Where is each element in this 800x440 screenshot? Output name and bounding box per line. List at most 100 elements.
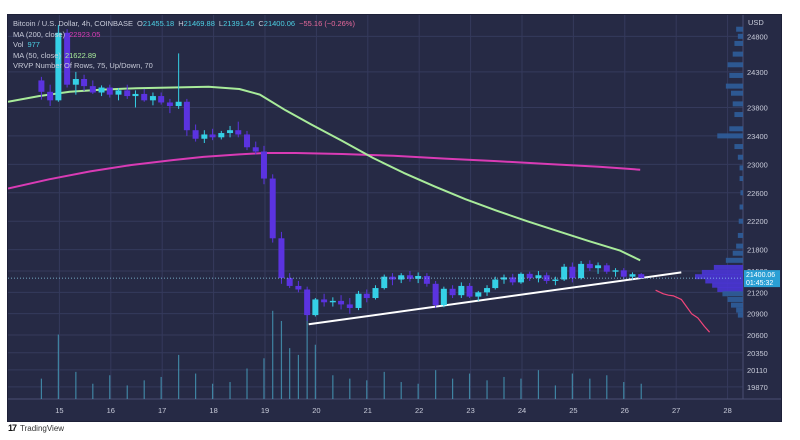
candle-63[interactable] <box>578 263 585 279</box>
y-tick-label-10: 20900 <box>747 310 768 319</box>
candle-38[interactable] <box>363 293 370 299</box>
candle-30[interactable] <box>295 285 302 290</box>
candle-18[interactable] <box>192 130 199 139</box>
candle-62[interactable] <box>569 266 576 279</box>
volume-bar-2 <box>75 371 77 399</box>
candle-45[interactable] <box>423 275 430 284</box>
candle-67[interactable] <box>612 270 619 272</box>
y-tick-label-6: 22200 <box>747 217 768 226</box>
candle-40[interactable] <box>381 276 388 289</box>
series-line-projection[interactable] <box>655 289 711 333</box>
legend-ma200-row[interactable]: MA (200, close) 22923.05 <box>13 30 355 41</box>
legend-vol-row[interactable]: Vol 977 <box>13 40 355 51</box>
candle-1[interactable] <box>47 91 54 101</box>
candle-21[interactable] <box>218 133 225 138</box>
candle-2[interactable] <box>55 32 62 101</box>
volume-bar-15 <box>280 320 283 399</box>
candle-19[interactable] <box>201 134 208 139</box>
vol-label: Vol <box>13 40 24 50</box>
candle-12[interactable] <box>141 93 148 101</box>
price-chart[interactable]: 24800 24300 23800 23400 23000 22600 22200 21800… <box>8 15 781 421</box>
candle-26[interactable] <box>260 151 267 179</box>
symbol-label[interactable]: Bitcoin / U.S. Dollar, 4h, COINBASE <box>13 19 134 28</box>
volume-bar-35 <box>589 378 591 399</box>
candle-37[interactable] <box>355 293 362 308</box>
candle-66[interactable] <box>603 265 610 272</box>
series-line-trendline[interactable] <box>308 271 682 326</box>
candle-36[interactable] <box>346 304 353 308</box>
candle-16[interactable] <box>175 101 182 107</box>
candle-0[interactable] <box>38 80 45 92</box>
last-price-tag[interactable] <box>744 270 780 288</box>
candle-27[interactable] <box>269 178 276 239</box>
candle-43[interactable] <box>406 275 413 279</box>
candle-35[interactable] <box>338 300 345 305</box>
candle-32[interactable] <box>312 299 319 316</box>
candle-25[interactable] <box>252 147 259 152</box>
candle-57[interactable] <box>526 273 533 279</box>
candle-20[interactable] <box>209 134 216 138</box>
candle-56[interactable] <box>517 273 524 283</box>
candle-59[interactable] <box>543 275 550 281</box>
candle-60[interactable] <box>552 279 559 281</box>
high-value: 21469.88 <box>183 19 215 28</box>
candle-68[interactable] <box>620 270 627 277</box>
candle-9[interactable] <box>115 90 122 95</box>
candle-28[interactable] <box>278 238 285 279</box>
candle-44[interactable] <box>415 275 422 279</box>
legend-vrvp-row[interactable]: VRVP Number Of Rows, 75, Up/Down, 70 <box>13 61 355 72</box>
volume-bar-16 <box>289 348 291 399</box>
candle-39[interactable] <box>372 288 379 299</box>
vrvp-bar-21 <box>732 250 743 256</box>
legend-ma50-row[interactable]: MA (50, close) 21622.89 <box>13 51 355 62</box>
candle-29[interactable] <box>286 278 293 286</box>
high-label: H <box>178 19 184 28</box>
series-line-ma-50-close-[interactable] <box>8 85 641 262</box>
candle-11[interactable] <box>132 93 139 97</box>
candle-69[interactable] <box>629 274 636 277</box>
candle-24[interactable] <box>244 134 251 148</box>
candle-10[interactable] <box>124 90 131 97</box>
candle-48[interactable] <box>449 288 456 296</box>
vrvp-bar-25 <box>695 274 743 280</box>
candle-23[interactable] <box>235 130 242 135</box>
candle-13[interactable] <box>149 96 156 101</box>
candle-5[interactable] <box>81 79 88 87</box>
candle-4[interactable] <box>72 79 79 85</box>
candle-7[interactable] <box>98 87 105 93</box>
candle-15[interactable] <box>166 102 173 107</box>
candle-3[interactable] <box>64 32 71 85</box>
candle-61[interactable] <box>561 266 568 280</box>
x-tick-label-7: 22 <box>415 406 423 415</box>
candle-47[interactable] <box>440 288 447 306</box>
candle-55[interactable] <box>509 277 516 283</box>
candle-64[interactable] <box>586 263 593 269</box>
candle-49[interactable] <box>458 285 465 296</box>
vrvp-bar-16 <box>740 190 743 196</box>
candle-17[interactable] <box>183 101 190 131</box>
volume-bar-6 <box>143 380 145 399</box>
candle-8[interactable] <box>106 87 113 95</box>
candle-65[interactable] <box>595 265 602 269</box>
series-line-ma-200-close-[interactable] <box>8 152 641 190</box>
candle-14[interactable] <box>158 96 165 103</box>
chart-panel[interactable]: 24800 24300 23800 23400 23000 22600 22200 21800… <box>7 14 782 422</box>
candle-53[interactable] <box>492 279 499 289</box>
candle-58[interactable] <box>535 275 542 279</box>
volume-bar-9 <box>195 373 197 399</box>
candle-46[interactable] <box>432 283 439 306</box>
volume-bar-11 <box>229 382 231 399</box>
candle-70[interactable] <box>638 274 645 279</box>
tradingview-brand[interactable]: TradingView <box>20 423 65 433</box>
candle-6[interactable] <box>89 86 96 93</box>
low-label: L <box>218 19 224 28</box>
candle-52[interactable] <box>484 288 491 293</box>
candle-34[interactable] <box>329 300 336 303</box>
candle-31[interactable] <box>304 289 311 316</box>
candle-42[interactable] <box>398 275 405 280</box>
candle-33[interactable] <box>321 299 328 303</box>
candle-22[interactable] <box>227 130 234 134</box>
candle-50[interactable] <box>466 285 473 297</box>
candle-51[interactable] <box>475 292 482 297</box>
change-value: −55.16 (−0.26%) <box>299 19 355 28</box>
